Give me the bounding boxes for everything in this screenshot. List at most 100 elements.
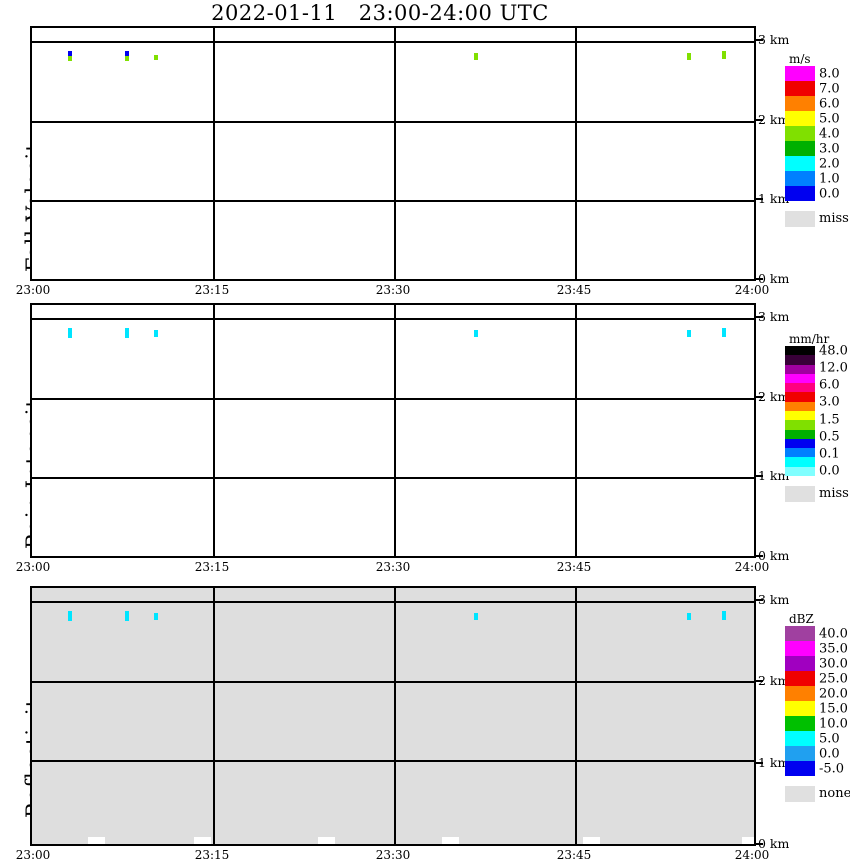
ytick-label-1km: 1 km bbox=[758, 468, 790, 483]
colorbar-tick-label: 1.0 bbox=[819, 171, 840, 186]
colorbar-reflectivity: dBZ 40.0 35.0 30.0 25.0 20.0 15.0 10.0 5.0 0.0 -5.… bbox=[785, 612, 850, 802]
colorbar-units-label: dBZ bbox=[789, 612, 814, 626]
ytick-label-2km: 2 km bbox=[758, 673, 790, 688]
gridline-horizontal bbox=[32, 41, 754, 43]
data-point bbox=[722, 51, 726, 59]
ytick-label-2km: 2 km bbox=[758, 112, 790, 127]
colorbar-band bbox=[785, 656, 815, 671]
data-point bbox=[687, 330, 691, 337]
colorbar-band bbox=[785, 731, 815, 746]
colorbar-band bbox=[785, 448, 815, 458]
colorbar-band bbox=[785, 392, 815, 402]
colorbar-band bbox=[785, 761, 815, 776]
colorbar-tick-label: 6.0 bbox=[819, 377, 840, 393]
colorbar-gradient bbox=[785, 346, 815, 476]
data-gap bbox=[583, 837, 600, 844]
data-gap bbox=[318, 837, 335, 844]
gridline-vertical bbox=[575, 305, 577, 556]
panel-rain-intensity bbox=[30, 303, 756, 558]
ytick-mark bbox=[756, 843, 763, 845]
gridline-vertical bbox=[213, 305, 215, 556]
colorbar-tick-label: 12.0 bbox=[819, 360, 848, 376]
colorbar-tick-label: 0.0 bbox=[819, 186, 840, 201]
colorbar-band bbox=[785, 186, 815, 201]
colorbar-tick-label: -5.0 bbox=[819, 761, 845, 776]
data-gap bbox=[88, 837, 105, 844]
colorbar-units-label: m/s bbox=[789, 52, 811, 66]
colorbar-missing-label: miss bbox=[819, 486, 849, 501]
gridline-vertical bbox=[394, 305, 396, 556]
gridline-horizontal bbox=[32, 121, 754, 123]
colorbar-units-label: mm/hr bbox=[789, 332, 830, 346]
data-point bbox=[722, 328, 726, 337]
colorbar-missing-swatch bbox=[785, 786, 815, 802]
data-point bbox=[68, 56, 72, 61]
xtick-label: 23:45 bbox=[556, 283, 592, 297]
ytick-mark bbox=[756, 475, 763, 477]
xtick-label: 23:00 bbox=[15, 283, 51, 297]
colorbar-band bbox=[785, 686, 815, 701]
colorbar-tick-label: 2.0 bbox=[819, 156, 840, 171]
colorbar-tick-label: 0.1 bbox=[819, 446, 840, 462]
colorbar-band bbox=[785, 346, 815, 356]
colorbar-tick-label: 40.0 bbox=[819, 626, 848, 641]
data-point bbox=[154, 330, 158, 337]
xtick-label: 24:00 bbox=[734, 283, 770, 297]
colorbar-tick-label: 30.0 bbox=[819, 656, 848, 671]
ytick-mark bbox=[756, 316, 763, 318]
ytick-mark bbox=[756, 198, 763, 200]
ytick-label-0km: 0 km bbox=[758, 836, 790, 851]
ytick-mark bbox=[756, 555, 763, 557]
gridline-horizontal bbox=[32, 477, 754, 479]
gridline-vertical bbox=[394, 28, 396, 279]
colorbar-band bbox=[785, 81, 815, 96]
colorbar-missing-swatch bbox=[785, 486, 815, 502]
gridline-horizontal bbox=[32, 398, 754, 400]
colorbar-tick-label: 0.0 bbox=[819, 746, 840, 761]
ytick-mark bbox=[756, 39, 763, 41]
data-gap bbox=[442, 837, 459, 844]
data-point bbox=[474, 53, 478, 60]
colorbar-band bbox=[785, 364, 815, 374]
data-point bbox=[474, 330, 478, 337]
colorbar-tick-label: 6.0 bbox=[819, 96, 840, 111]
panel-reflectivity bbox=[30, 586, 756, 846]
colorbar-tick-label: 0.0 bbox=[819, 463, 840, 479]
gridline-vertical bbox=[394, 588, 396, 844]
ytick-label-3km: 3 km bbox=[758, 592, 790, 607]
colorbar-band bbox=[785, 746, 815, 761]
colorbar-band bbox=[785, 701, 815, 716]
colorbar-tick-label: 4.0 bbox=[819, 126, 840, 141]
data-point bbox=[154, 613, 158, 620]
colorbar-tick-label: 25.0 bbox=[819, 671, 848, 686]
colorbar-gradient bbox=[785, 66, 815, 201]
colorbar-rain-intensity: mm/hr 48.0 12.0 6.0 3.0 1.5 0.5 0.1 0.0 miss bbox=[785, 332, 850, 506]
colorbar-band bbox=[785, 126, 815, 141]
colorbar-tick-label: 8.0 bbox=[819, 66, 840, 81]
xtick-label: 24:00 bbox=[734, 848, 770, 862]
data-point bbox=[687, 53, 691, 60]
gridline-horizontal bbox=[32, 681, 754, 683]
xtick-label: 23:15 bbox=[194, 560, 230, 574]
colorbar-band bbox=[785, 171, 815, 186]
gridline-horizontal bbox=[32, 601, 754, 603]
data-gap bbox=[194, 837, 211, 844]
gridline-vertical bbox=[575, 28, 577, 279]
ytick-mark bbox=[756, 762, 763, 764]
ytick-label-1km: 1 km bbox=[758, 755, 790, 770]
colorbar-band bbox=[785, 410, 815, 421]
colorbar-band bbox=[785, 716, 815, 731]
colorbar-tick-label: 7.0 bbox=[819, 81, 840, 96]
data-point bbox=[474, 613, 478, 620]
ytick-label-2km: 2 km bbox=[758, 389, 790, 404]
colorbar-band bbox=[785, 466, 815, 476]
colorbar-band bbox=[785, 457, 815, 467]
ytick-mark bbox=[756, 680, 763, 682]
ytick-label-3km: 3 km bbox=[758, 32, 790, 47]
colorbar-tick-label: 1.5 bbox=[819, 412, 840, 428]
xtick-label: 23:15 bbox=[194, 283, 230, 297]
data-point bbox=[687, 613, 691, 620]
colorbar-tick-label: 10.0 bbox=[819, 716, 848, 731]
plot-title: 2022-01-11 23:00-24:00 UTC bbox=[211, 1, 549, 25]
